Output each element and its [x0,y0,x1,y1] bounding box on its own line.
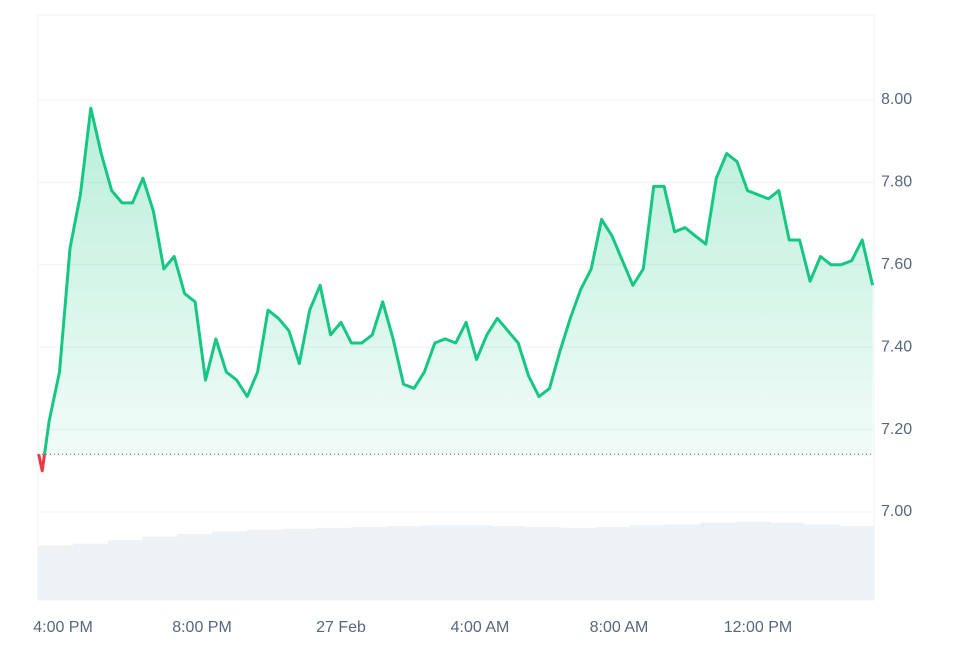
volume-bar [281,528,318,600]
y-tick-label: 7.60 [881,256,912,273]
volume-bar [386,526,422,600]
y-tick-label: 7.40 [881,338,912,355]
y-tick-label: 7.00 [881,503,912,520]
x-tick-label: 27 Feb [316,619,366,636]
y-tick-label: 7.80 [881,174,912,191]
price-line [38,106,875,455]
volume-bar [560,527,596,600]
volume-bar [247,529,283,600]
price-area [38,108,873,455]
volume-bar [804,524,840,600]
y-tick-label: 8.00 [881,91,912,108]
volume-bar [769,522,805,600]
volume-bar [421,525,457,600]
volume-bar [142,536,178,600]
volume-bar [699,522,736,600]
volume-bar [38,545,74,600]
y-tick-label: 7.20 [881,421,912,438]
volume-bar [490,526,527,600]
volume-bar [630,525,666,600]
volume-bar [456,525,492,600]
volume-bar [316,527,352,600]
x-tick-label: 4:00 PM [33,619,93,636]
volume-bar [212,531,248,600]
x-tick-label: 8:00 AM [590,619,649,636]
x-tick-label: 8:00 PM [172,619,232,636]
x-tick-label: 12:00 PM [724,619,792,636]
volume-bar [595,526,631,600]
volume-bar [351,526,387,600]
volume-bar [107,540,143,600]
volume-bar [177,534,213,600]
volume-bar [525,526,561,600]
volume-bar [839,526,875,600]
volume-bar [734,521,770,600]
x-tick-label: 4:00 AM [451,619,510,636]
volume-bar [72,543,109,600]
volume-bar [665,524,701,600]
